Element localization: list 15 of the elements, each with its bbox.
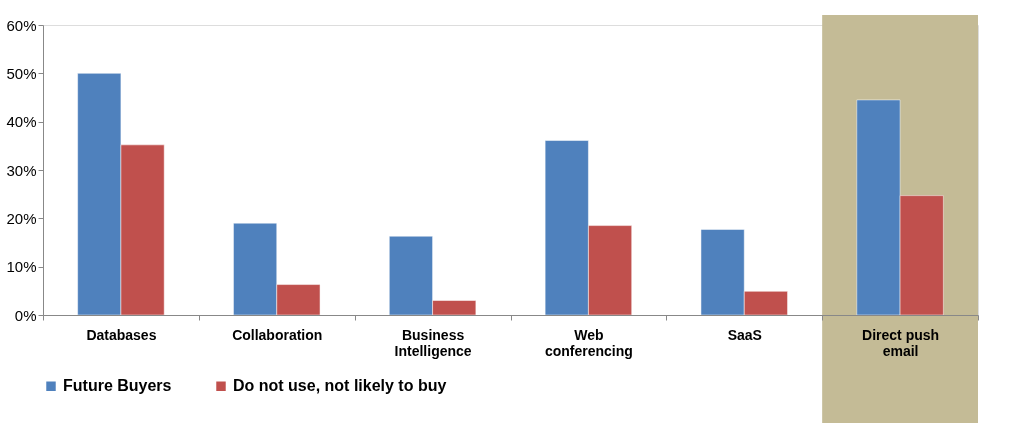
y-tick-label: 50%: [6, 64, 37, 82]
y-tick-label: 60%: [6, 16, 37, 34]
y-tick-label: 20%: [6, 209, 37, 227]
x-tick-label: Databases: [86, 326, 157, 343]
x-tick-label: Web conferencing: [544, 326, 633, 359]
x-tick-label: SaaS: [727, 326, 762, 343]
y-tick-label: 30%: [6, 161, 37, 179]
y-tick-label: 10%: [6, 258, 37, 276]
x-tick-label: Direct push email: [862, 326, 940, 359]
y-tick-label: 0%: [14, 306, 37, 324]
y-tick-label: 40%: [6, 113, 37, 131]
x-tick-label: Business Intelligence: [394, 326, 472, 359]
legend-label: Do not use, not likely to buy: [233, 377, 447, 395]
legend-label: Future Buyers: [63, 377, 172, 395]
x-tick-label: Collaboration: [232, 326, 323, 343]
